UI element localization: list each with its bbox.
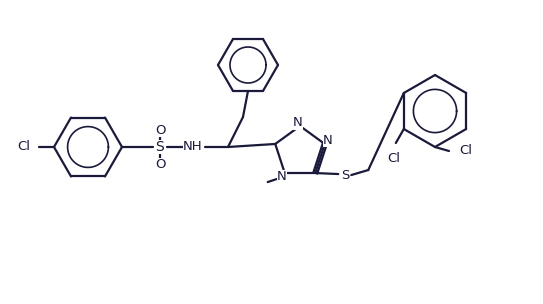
Text: Cl: Cl xyxy=(17,140,30,154)
Text: N: N xyxy=(277,170,287,182)
Text: S: S xyxy=(341,168,350,181)
Text: O: O xyxy=(155,123,165,136)
Text: NH: NH xyxy=(183,140,203,154)
Text: N: N xyxy=(293,116,303,130)
Text: Cl: Cl xyxy=(387,152,400,165)
Text: O: O xyxy=(155,157,165,171)
Text: S: S xyxy=(156,140,165,154)
Text: N: N xyxy=(323,134,333,147)
Text: Cl: Cl xyxy=(459,144,472,157)
